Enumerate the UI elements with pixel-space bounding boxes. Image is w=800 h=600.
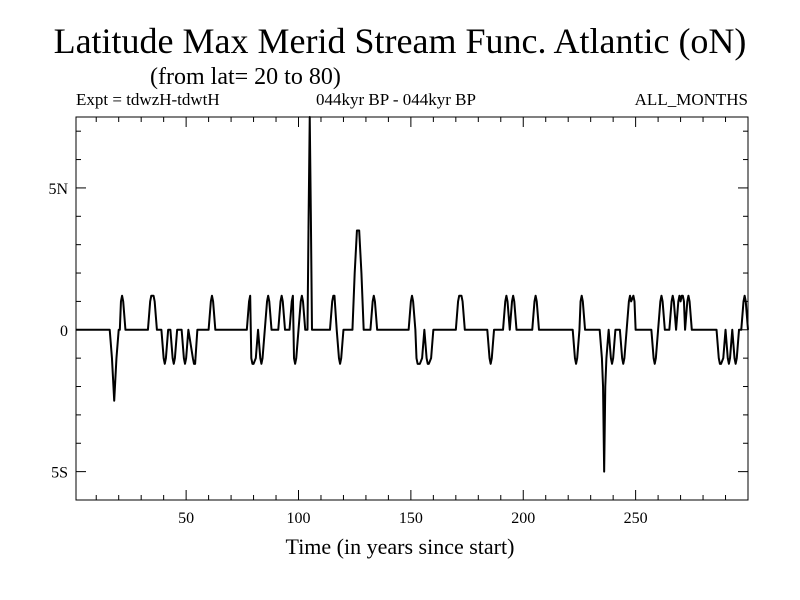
x-tick-label: 150 — [399, 510, 423, 527]
x-tick-label: 200 — [511, 510, 535, 527]
x-axis-label: Time (in years since start) — [285, 534, 515, 559]
months-label: ALL_MONTHS — [634, 90, 748, 109]
x-tick-label: 100 — [287, 510, 311, 527]
experiment-label: Expt = tdwzH-tdwtH — [76, 90, 220, 109]
y-tick-label: 5N — [48, 181, 68, 198]
y-tick-label: 0 — [60, 323, 68, 340]
period-label: 044kyr BP - 044kyr BP — [316, 90, 476, 109]
chart-subtitle: (from lat= 20 to 80) — [150, 64, 341, 90]
chart-title: Latitude Max Merid Stream Func. Atlantic… — [53, 21, 747, 61]
y-tick-label: 5S — [51, 465, 68, 482]
series-layer — [76, 116, 749, 473]
series-line-0 — [76, 116, 749, 473]
plot-frame — [75, 116, 749, 501]
x-tick-label: 50 — [178, 510, 194, 527]
axis-ticks: 50 100 150 200 250 5N 0 5S — [48, 117, 748, 527]
x-tick-label: 250 — [624, 510, 648, 527]
